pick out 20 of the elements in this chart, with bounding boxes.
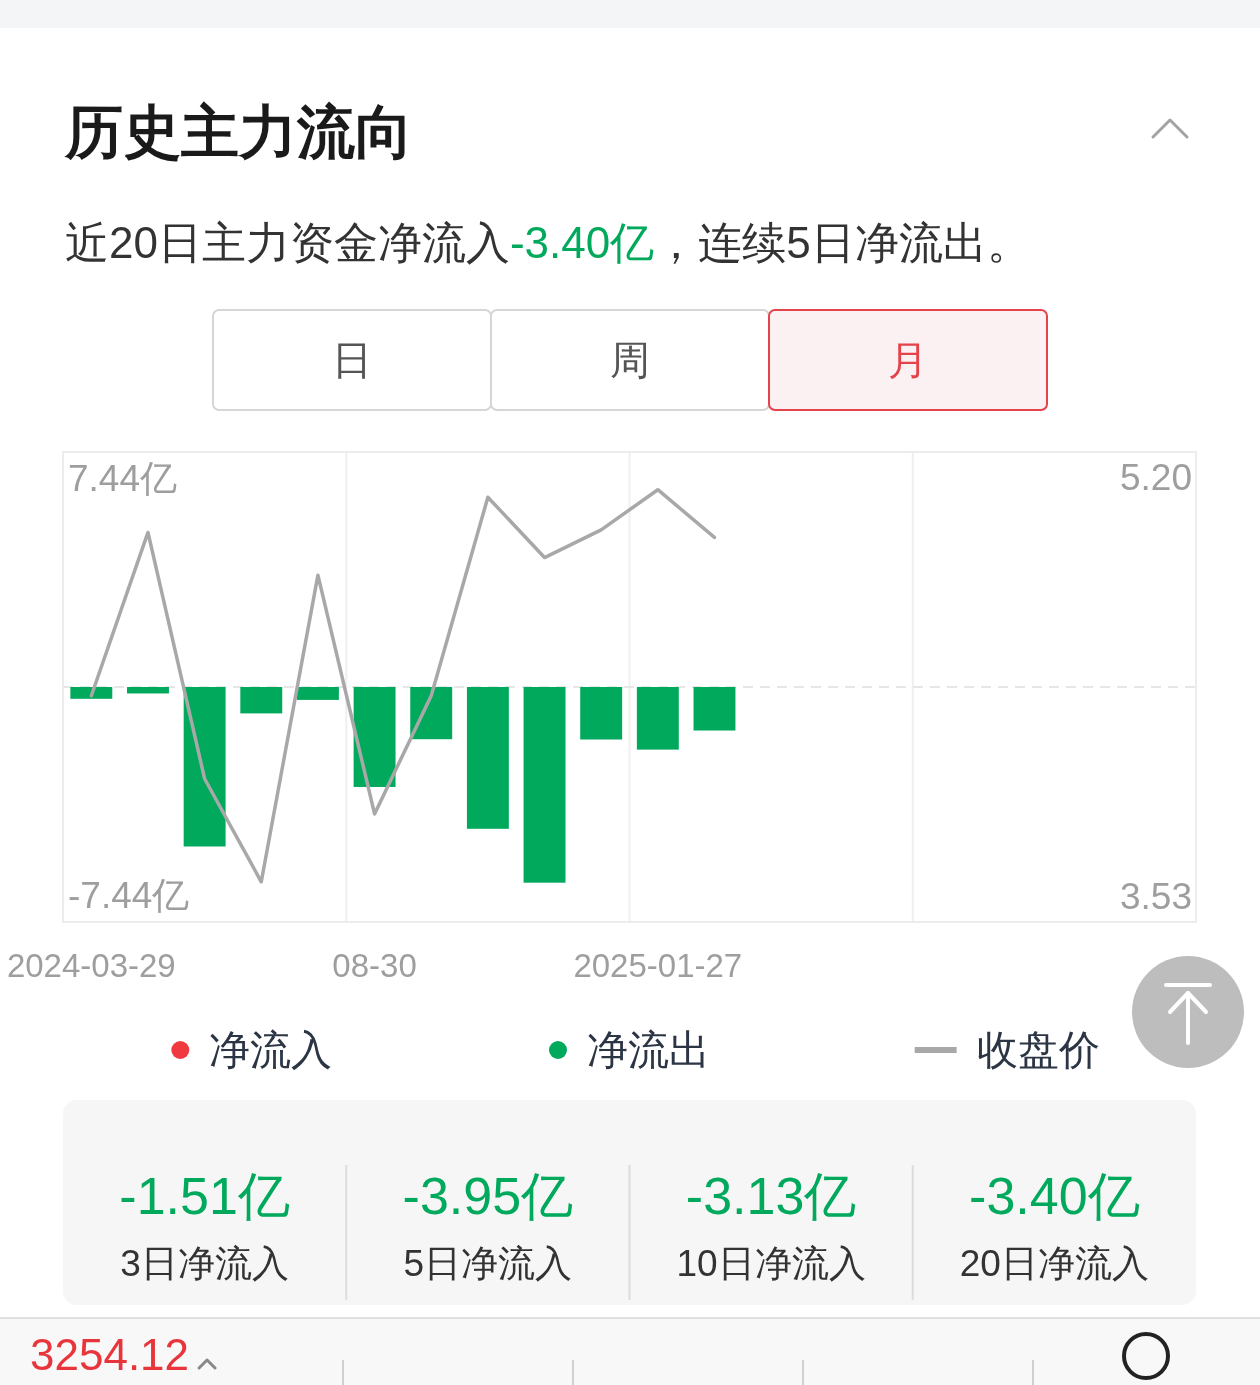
legend-label: 净流出 [587, 1027, 710, 1073]
tab: 周 [490, 309, 770, 411]
chart-subtitle: 近20日主力资金净流入-3.40亿，连续5日净流出。 [65, 218, 1031, 267]
legend-label: 收盘价 [976, 1027, 1100, 1073]
bottom-bar: 3254.12 [0, 1317, 1260, 1385]
summary-card: -1.51亿 3日净流入 -3.95亿 5日净流入 -3.13亿 10日净流入 -3.40亿 20日净流入 [63, 1100, 1196, 1305]
tab-selected: 月 [768, 309, 1048, 411]
x-tick-label: 2024-03-29 [6, 947, 176, 984]
y2-tick-label: 5.20 [1120, 456, 1192, 498]
legend-label: 净流入 [209, 1027, 333, 1073]
tab: 日 [212, 309, 492, 411]
legend-item: 净流出 [549, 1027, 710, 1073]
y-tick-label: 7.44亿 [68, 457, 177, 499]
x-tick-label: 08-30 [332, 947, 417, 984]
x-tick-label: 2025-01-27 [573, 947, 743, 984]
y-tick-label: -7.44亿 [68, 875, 190, 917]
y2-tick-label: 3.53 [1120, 876, 1192, 918]
legend-item: 净流入 [171, 1027, 333, 1073]
chart-title: 历史主力流向 [64, 99, 413, 164]
legend-item: 收盘价 [914, 1027, 1100, 1073]
